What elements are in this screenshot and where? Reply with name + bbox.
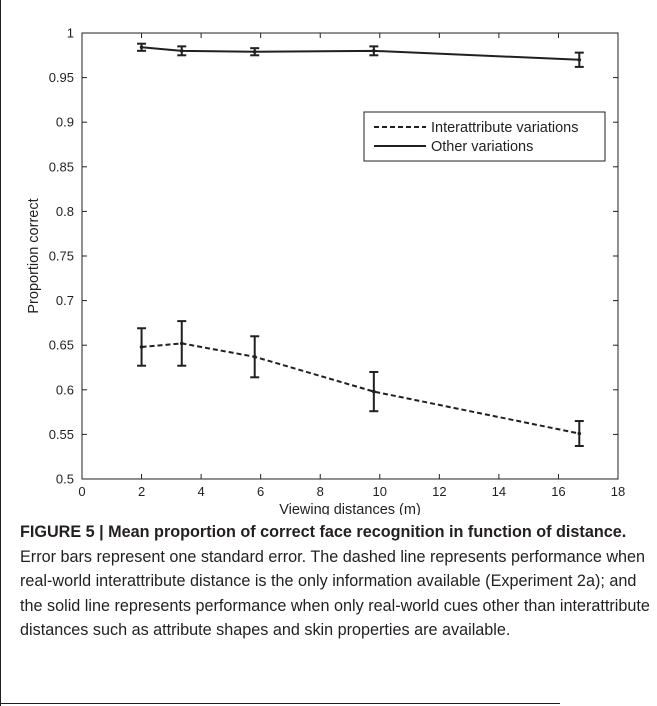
data-point	[252, 354, 257, 359]
x-tick-label: 4	[197, 484, 204, 499]
series-line-0	[141, 342, 580, 435]
legend-box	[363, 111, 606, 162]
x-tick-label: 0	[78, 484, 85, 499]
legend-label-interattribute: Interattribute variations	[431, 120, 579, 136]
data-point	[139, 345, 144, 349]
data-point	[179, 49, 184, 53]
y-tick-label: 0.8	[56, 204, 74, 219]
y-axis-label: Proportion correct	[26, 198, 42, 313]
y-tick-label: 0.95	[49, 70, 74, 85]
x-tick-label: 16	[551, 484, 565, 499]
legend-label-other: Other variations	[431, 139, 533, 155]
x-tick-label: 18	[611, 484, 625, 499]
axis-ticks: 0 2 4 6 8 10 12 14 16 18 0.5 0.55 0.6 0.65 0.7 0.75 0.8 0…	[49, 26, 626, 500]
y-tick-label: 0.5	[56, 472, 74, 487]
y-tick-label: 0.7	[56, 293, 74, 308]
y-tick-label: 0.55	[49, 427, 74, 442]
plot-area	[81, 32, 619, 480]
data-point	[252, 49, 257, 54]
figure-frame-bottom	[0, 703, 560, 704]
legend: Interattribute variations Other variatio…	[363, 111, 606, 162]
data-point	[372, 389, 376, 394]
y-tick-label: 0.6	[56, 382, 74, 397]
data-point	[179, 341, 184, 346]
line-chart: 0 2 4 6 8 10 12 14 16 18 0.5 0.55 0.6 0.65 0.7 0.75 0.8 0…	[26, 26, 626, 516]
caption-text: Error bars represent one standard error.…	[20, 547, 650, 640]
figure-caption: FIGURE 5 | Mean proportion of correct fa…	[20, 520, 650, 643]
data-point	[139, 45, 144, 50]
x-tick-label: 10	[373, 484, 387, 499]
x-tick-label: 8	[317, 484, 324, 499]
data-point	[372, 49, 376, 53]
x-tick-label: 12	[432, 484, 446, 499]
y-tick-label: 0.75	[49, 249, 74, 264]
y-tick-label: 0.65	[49, 338, 74, 353]
x-axis-label: Viewing distances (m)	[279, 502, 421, 515]
y-tick-label: 0.9	[56, 115, 74, 130]
series-layer	[137, 42, 584, 447]
figure-frame-left	[0, 0, 1, 706]
caption-title: FIGURE 5 | Mean proportion of correct fa…	[20, 523, 627, 541]
series-line-1	[141, 46, 580, 61]
y-tick-label: 1	[67, 26, 74, 41]
y-tick-label: 0.85	[49, 159, 74, 174]
data-point	[577, 57, 582, 62]
data-point	[577, 431, 582, 436]
x-tick-label: 6	[257, 484, 264, 499]
x-tick-label: 14	[492, 484, 506, 499]
x-tick-label: 2	[138, 484, 145, 499]
